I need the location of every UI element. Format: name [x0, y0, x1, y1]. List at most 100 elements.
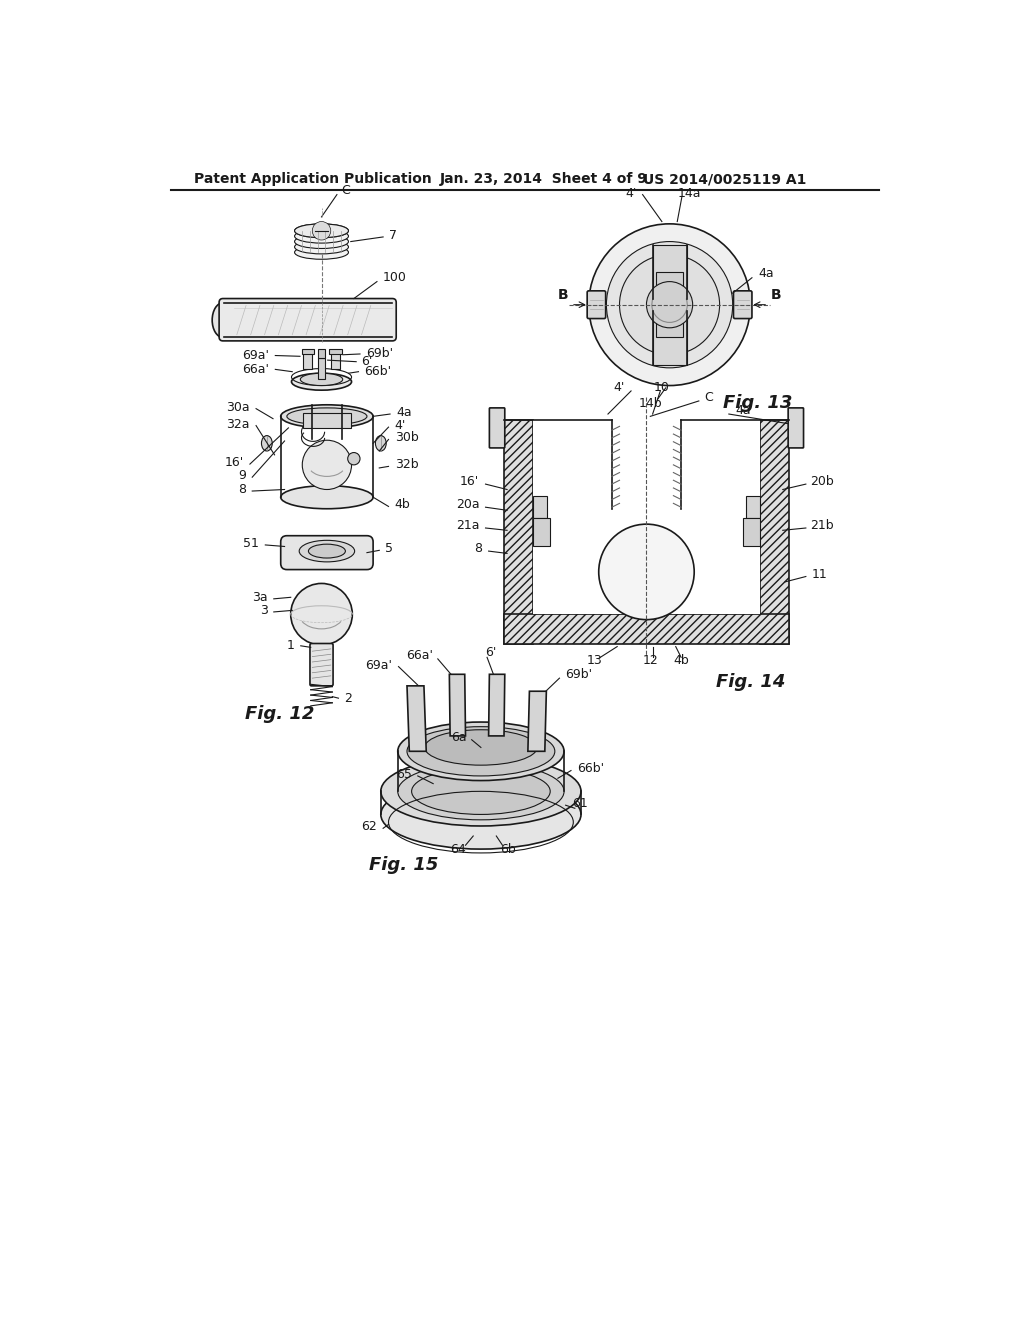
Ellipse shape	[397, 763, 564, 820]
Bar	[534, 517, 550, 545]
Bar	[330, 350, 342, 354]
Bar	[760, 420, 788, 644]
Bar	[303, 413, 351, 428]
Ellipse shape	[300, 374, 343, 385]
Text: 12: 12	[642, 653, 658, 667]
Text: Fig. 12: Fig. 12	[245, 705, 314, 723]
Ellipse shape	[281, 486, 373, 508]
Text: 6b: 6b	[500, 843, 516, 857]
Text: Fig. 15: Fig. 15	[370, 857, 438, 874]
Text: 51: 51	[244, 537, 259, 550]
Text: 32a: 32a	[226, 417, 250, 430]
FancyBboxPatch shape	[310, 644, 333, 686]
Ellipse shape	[412, 768, 550, 814]
Ellipse shape	[292, 374, 351, 391]
Ellipse shape	[212, 302, 233, 338]
Bar	[745, 496, 760, 517]
FancyBboxPatch shape	[788, 408, 804, 447]
Ellipse shape	[397, 722, 564, 780]
Ellipse shape	[261, 436, 272, 451]
Text: 4': 4'	[613, 381, 625, 395]
Circle shape	[312, 222, 331, 240]
Text: 100: 100	[382, 271, 407, 284]
Circle shape	[589, 224, 751, 385]
Text: 30b: 30b	[394, 432, 419, 445]
Text: Jan. 23, 2014  Sheet 4 of 9: Jan. 23, 2014 Sheet 4 of 9	[440, 172, 648, 186]
Text: 6': 6'	[361, 355, 373, 368]
FancyBboxPatch shape	[281, 536, 373, 570]
Bar	[652, 244, 686, 298]
Ellipse shape	[295, 240, 348, 253]
Bar	[504, 420, 534, 644]
Polygon shape	[488, 675, 505, 737]
Ellipse shape	[381, 780, 581, 849]
Text: 69a': 69a'	[366, 659, 392, 672]
Text: C: C	[705, 391, 713, 404]
Text: 20b: 20b	[810, 475, 835, 488]
Text: B: B	[770, 289, 781, 302]
Bar	[655, 272, 683, 337]
FancyBboxPatch shape	[733, 290, 752, 318]
Text: Fig. 14: Fig. 14	[716, 673, 785, 690]
Circle shape	[302, 441, 351, 490]
Text: 66a': 66a'	[242, 363, 269, 376]
Bar	[652, 312, 686, 364]
Ellipse shape	[295, 230, 348, 243]
Text: 4a: 4a	[396, 407, 412, 418]
Ellipse shape	[381, 756, 581, 826]
Circle shape	[291, 583, 352, 645]
Text: 69a': 69a'	[242, 348, 269, 362]
Bar	[504, 614, 788, 644]
Text: Fig. 13: Fig. 13	[724, 395, 793, 412]
Text: C: C	[341, 185, 349, 197]
Ellipse shape	[376, 436, 386, 451]
FancyBboxPatch shape	[587, 290, 605, 318]
Text: 30a: 30a	[226, 400, 250, 413]
Text: 32b: 32b	[394, 458, 418, 471]
Text: 16': 16'	[460, 475, 479, 488]
FancyBboxPatch shape	[219, 298, 396, 341]
Ellipse shape	[295, 246, 348, 259]
Ellipse shape	[308, 544, 345, 558]
Text: 8: 8	[474, 543, 482, 556]
Bar	[318, 348, 325, 358]
Text: 1: 1	[287, 639, 295, 652]
Text: 6': 6'	[484, 647, 497, 659]
Bar	[534, 420, 760, 614]
Ellipse shape	[295, 224, 348, 238]
Bar	[742, 517, 760, 545]
FancyBboxPatch shape	[489, 408, 505, 447]
Text: 64: 64	[450, 843, 466, 857]
Text: 69b': 69b'	[367, 347, 393, 360]
Text: 66b': 66b'	[578, 762, 604, 775]
Circle shape	[646, 281, 692, 327]
Ellipse shape	[281, 405, 373, 428]
Text: 3a: 3a	[252, 591, 267, 603]
Text: Patent Application Publication: Patent Application Publication	[194, 172, 431, 186]
Bar	[317, 358, 326, 379]
Ellipse shape	[425, 730, 538, 766]
Polygon shape	[407, 686, 426, 751]
Polygon shape	[528, 692, 547, 751]
Ellipse shape	[299, 540, 354, 562]
Text: 4a: 4a	[735, 404, 751, 417]
Text: 66b': 66b'	[364, 366, 391, 379]
Circle shape	[606, 242, 733, 368]
Ellipse shape	[287, 408, 367, 425]
Text: US 2014/0025119 A1: US 2014/0025119 A1	[643, 172, 806, 186]
Text: 11: 11	[812, 568, 827, 581]
Text: 10: 10	[654, 381, 670, 395]
Bar	[331, 352, 340, 370]
Text: 14a: 14a	[677, 186, 700, 199]
Bar	[303, 352, 312, 370]
Bar	[534, 496, 547, 517]
Text: 4': 4'	[626, 186, 637, 199]
Text: 66a': 66a'	[407, 648, 433, 661]
Text: 2: 2	[345, 692, 352, 705]
Text: 3: 3	[260, 603, 267, 616]
Text: 4': 4'	[394, 418, 407, 432]
Text: 5: 5	[385, 543, 392, 556]
Ellipse shape	[295, 235, 348, 248]
Text: 13: 13	[586, 653, 602, 667]
Text: 8: 8	[238, 483, 246, 496]
